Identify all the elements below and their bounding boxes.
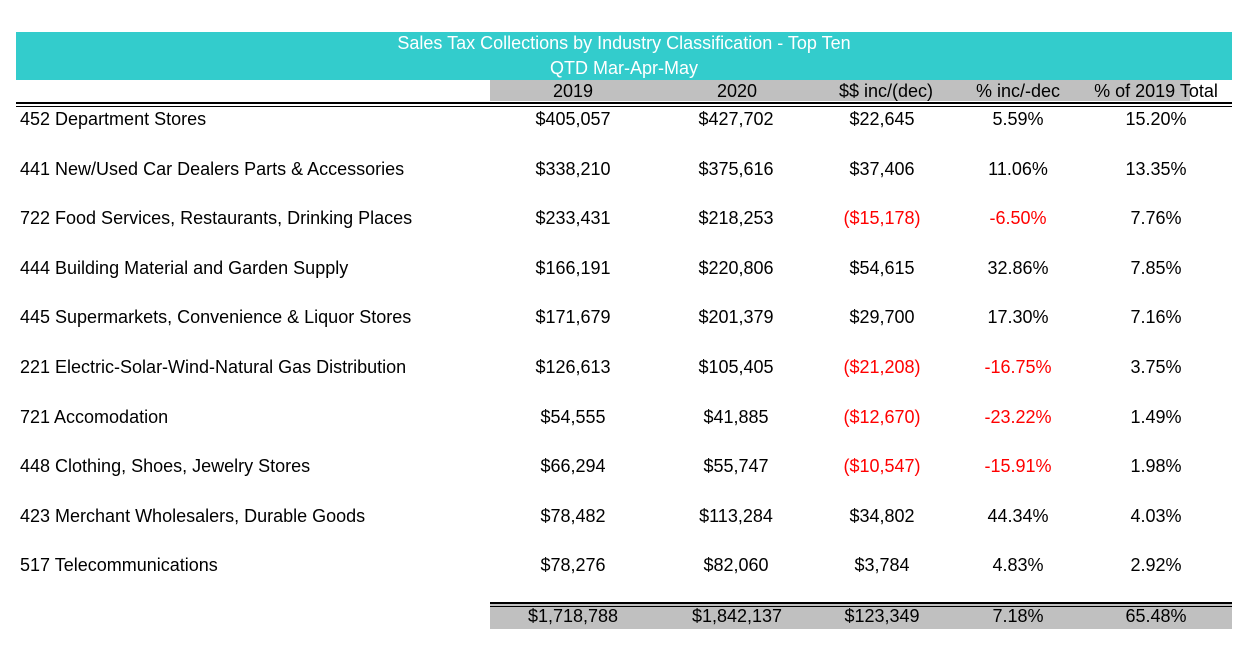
value-inc-dec: $29,700 bbox=[849, 307, 915, 328]
totals-shade bbox=[490, 603, 1232, 629]
value-pct-inc-dec: -23.22% bbox=[984, 406, 1052, 427]
value-2020: $113,284 bbox=[699, 505, 773, 526]
total-pct-total: 65.48% bbox=[1125, 606, 1187, 626]
value-pct-inc-dec: 44.34% bbox=[987, 505, 1049, 526]
value-2020: $41,885 bbox=[703, 406, 769, 427]
title-band bbox=[16, 32, 1232, 80]
value-inc-dec: ($10,547) bbox=[843, 456, 921, 477]
value-inc-dec: $54,615 bbox=[849, 257, 915, 278]
industry-label: 722 Food Services, Restaurants, Drinking… bbox=[20, 208, 413, 229]
header-rule bbox=[16, 102, 1232, 104]
table-row: 452 Department Stores $405,057 $427,702 $22… bbox=[0, 107, 1253, 137]
value-2020: $375,616 bbox=[698, 158, 774, 179]
value-pct-inc-dec: -16.75% bbox=[984, 357, 1052, 377]
value-pct-total: 13.35% bbox=[1125, 158, 1187, 179]
header-shade bbox=[490, 80, 1190, 101]
value-pct-total: 1.98% bbox=[1130, 456, 1182, 477]
value-2020: $82,060 bbox=[703, 555, 769, 576]
value-pct-total: 4.03% bbox=[1130, 505, 1182, 526]
industry-label: 452 Department Stores bbox=[20, 109, 207, 129]
value-pct-total: 7.76% bbox=[1130, 208, 1182, 229]
value-pct-inc-dec: 32.86% bbox=[987, 257, 1049, 278]
report-title: Sales Tax Collections by Industry Classi… bbox=[397, 33, 851, 53]
table-row: 448 Clothing, Shoes, Jewelry Stores $66,2… bbox=[0, 454, 1253, 484]
report-subtitle: QTD Mar-Apr-May bbox=[550, 58, 698, 78]
value-2019: $54,555 bbox=[540, 406, 606, 427]
table-row: 221 Electric-Solar-Wind-Natural Gas Dist… bbox=[0, 355, 1253, 385]
value-pct-inc-dec: 17.30% bbox=[987, 307, 1049, 328]
industry-label: 444 Building Material and Garden Supply bbox=[20, 257, 349, 278]
table-row: 517 Telecommunications $78,276 $82,060 $3,7… bbox=[0, 553, 1253, 583]
total-2020: $1,842,137 bbox=[691, 606, 783, 626]
value-pct-total: 7.16% bbox=[1130, 307, 1182, 328]
industry-label: 721 Accomodation bbox=[20, 406, 169, 427]
value-2019: $66,294 bbox=[540, 456, 606, 477]
table-row: 441 New/Used Car Dealers Parts & Accesso… bbox=[0, 157, 1253, 187]
value-2019: $166,191 bbox=[535, 257, 611, 278]
total-2019: $1,718,788 bbox=[527, 606, 619, 626]
value-2019: $78,276 bbox=[540, 555, 606, 576]
value-pct-inc-dec: 11.06% bbox=[988, 158, 1048, 179]
value-inc-dec: $22,645 bbox=[849, 109, 915, 129]
value-inc-dec: ($15,178) bbox=[843, 208, 921, 229]
value-2019: $126,613 bbox=[535, 357, 611, 377]
header-pct-total: % of 2019 Total bbox=[1094, 81, 1218, 101]
value-2019: $171,679 bbox=[535, 307, 611, 328]
total-inc-dec: $123,349 bbox=[844, 606, 920, 626]
value-inc-dec: ($12,670) bbox=[843, 406, 921, 427]
value-pct-total: 15.20% bbox=[1125, 109, 1187, 129]
value-inc-dec: $37,406 bbox=[849, 158, 915, 179]
header-pct-inc-dec: % inc/-dec bbox=[975, 81, 1061, 101]
value-2020: $55,747 bbox=[703, 456, 769, 477]
value-2019: $405,057 bbox=[535, 109, 611, 129]
value-inc-dec: $34,802 bbox=[849, 505, 915, 526]
industry-label: 441 New/Used Car Dealers Parts & Accesso… bbox=[20, 158, 405, 179]
value-2020: $218,253 bbox=[698, 208, 774, 229]
header-2019: 2019 bbox=[552, 81, 594, 101]
value-inc-dec: $3,784 bbox=[854, 555, 910, 576]
industry-label: 423 Merchant Wholesalers, Durable Goods bbox=[20, 505, 366, 526]
value-pct-inc-dec: 5.59% bbox=[992, 109, 1044, 129]
totals-rule-thin bbox=[490, 606, 1232, 607]
value-inc-dec: ($21,208) bbox=[843, 357, 921, 377]
total-pct-inc-dec: 7.18% bbox=[992, 606, 1044, 626]
header-rule-thin bbox=[16, 106, 1232, 107]
table-row: 721 Accomodation $54,555 $41,885 ($12,670) -… bbox=[0, 405, 1253, 435]
industry-label: 517 Telecommunications bbox=[20, 555, 218, 576]
industry-label: 448 Clothing, Shoes, Jewelry Stores bbox=[20, 456, 311, 477]
value-2020: $201,379 bbox=[698, 307, 774, 328]
totals-rule bbox=[490, 602, 1232, 604]
value-2019: $233,431 bbox=[535, 208, 611, 229]
value-2019: $338,210 bbox=[535, 158, 611, 179]
table-row: 445 Supermarkets, Convenience & Liquor S… bbox=[0, 305, 1253, 335]
value-2020: $427,702 bbox=[698, 109, 774, 129]
table-row: 444 Building Material and Garden Supply $… bbox=[0, 256, 1253, 286]
value-pct-total: 2.92% bbox=[1130, 555, 1182, 576]
value-pct-inc-dec: -15.91% bbox=[984, 456, 1052, 477]
value-pct-inc-dec: 4.83% bbox=[992, 555, 1044, 576]
value-pct-inc-dec: -6.50% bbox=[989, 208, 1047, 229]
industry-label: 445 Supermarkets, Convenience & Liquor S… bbox=[20, 307, 412, 328]
value-pct-total: 1.49% bbox=[1130, 406, 1182, 427]
value-2020: $105,405 bbox=[698, 357, 774, 377]
table-row: 423 Merchant Wholesalers, Durable Goods $… bbox=[0, 504, 1253, 534]
industry-label: 221 Electric-Solar-Wind-Natural Gas Dist… bbox=[20, 357, 407, 377]
header-inc-dec: $$ inc/(dec) bbox=[838, 81, 934, 101]
value-2020: $220,806 bbox=[698, 257, 774, 278]
table-row: 722 Food Services, Restaurants, Drinking… bbox=[0, 206, 1253, 236]
header-2020: 2020 bbox=[716, 81, 758, 101]
value-2019: $78,482 bbox=[540, 505, 606, 526]
value-pct-total: 3.75% bbox=[1130, 357, 1182, 377]
value-pct-total: 7.85% bbox=[1130, 257, 1182, 278]
